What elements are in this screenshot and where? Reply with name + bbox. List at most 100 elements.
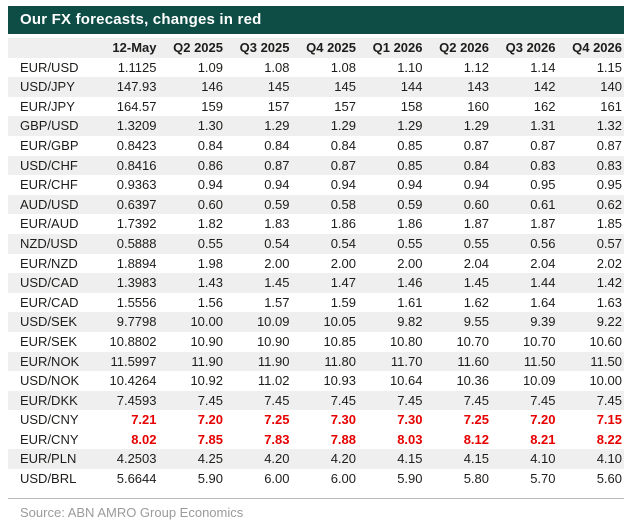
table-row: USD/CHF 0.8416 0.86 0.87 0.87 0.85 0.84 0.83 0.8…: [8, 155, 624, 176]
table-row: USD/BRL 5.6644 5.90 6.00 6.00 5.90 5.80 5.70 5.6…: [8, 469, 624, 489]
forecast-value-cell: 0.55: [463, 235, 489, 251]
column-header: Q2 2026: [439, 40, 489, 55]
forecast-value-cell: 1.3209: [116, 118, 157, 134]
forecast-value-cell: 145: [267, 79, 290, 95]
forecast-value-cell: 162: [533, 98, 556, 114]
forecast-value-cell: 1.7392: [116, 216, 157, 232]
forecast-value-cell: 143: [467, 79, 489, 95]
forecast-value-cell: 0.94: [197, 177, 223, 193]
forecast-value-cell: 7.88: [330, 431, 356, 447]
currency-pair-label: EUR/CNY: [20, 431, 79, 447]
column-header: Q4 2026: [572, 40, 622, 55]
forecast-value-cell: 7.25: [264, 412, 290, 428]
fx-forecast-panel: Our FX forecasts, changes in red 12-May Q…: [8, 6, 624, 520]
currency-pair-label: EUR/AUD: [20, 216, 79, 232]
table-row: EUR/PLN 4.2503 4.25 4.20 4.20 4.15 4.15 4.10 4.1…: [8, 449, 624, 470]
forecast-value-cell: 10.09: [256, 314, 290, 330]
forecast-value-cell: 7.30: [397, 412, 423, 428]
forecast-value-cell: 5.90: [397, 471, 423, 487]
forecast-value-cell: 1.29: [463, 118, 489, 134]
forecast-value-cell: 4.20: [330, 451, 356, 467]
table-row: USD/JPY 147.93 146 145 145 144 143 142 140: [8, 77, 624, 97]
currency-pair-label: USD/CAD: [20, 275, 79, 291]
forecast-value-cell: 10.8802: [109, 333, 157, 349]
forecast-value-cell: 7.45: [530, 392, 556, 408]
forecast-value-cell: 11.50: [590, 353, 622, 369]
forecast-value-cell: 0.83: [596, 157, 622, 173]
forecast-value-cell: 1.30: [197, 118, 223, 134]
forecast-value-cell: 7.25: [463, 412, 489, 428]
currency-pair-label: EUR/PLN: [20, 451, 77, 467]
table-row: EUR/AUD 1.7392 1.82 1.83 1.86 1.86 1.87 1.87 1.8…: [8, 214, 624, 234]
forecast-value-cell: 10.00: [190, 314, 223, 330]
table-row: EUR/CHF 0.9363 0.94 0.94 0.94 0.94 0.94 0.95 0.9…: [8, 175, 624, 195]
forecast-value-cell: 8.03: [397, 431, 423, 447]
table-row: USD/CNY 7.21 7.20 7.25 7.30 7.30 7.25 7.20 7.15: [8, 410, 624, 430]
forecast-value-cell: 0.95: [596, 177, 622, 193]
forecast-value-cell: 7.21: [131, 412, 157, 428]
forecast-value-cell: 0.87: [530, 137, 556, 153]
forecast-value-cell: 0.94: [463, 177, 489, 193]
currency-pair-label: USD/CNY: [20, 412, 79, 428]
currency-pair-label: EUR/CAD: [20, 294, 79, 310]
table-row: EUR/GBP 0.8423 0.84 0.84 0.84 0.85 0.87 0.87 0.8…: [8, 136, 624, 156]
forecast-value-cell: 10.09: [522, 373, 556, 389]
forecast-value-cell: 1.85: [596, 216, 622, 232]
forecast-value-cell: 0.87: [596, 137, 622, 153]
forecast-value-cell: 0.55: [197, 235, 223, 251]
forecast-value-cell: 1.5556: [116, 294, 157, 310]
forecast-value-cell: 0.94: [264, 177, 290, 193]
forecast-value-cell: 10.70: [456, 333, 489, 349]
table-row: EUR/DKK 7.4593 7.45 7.45 7.45 7.45 7.45 7.45 7.4…: [8, 390, 624, 411]
forecast-value-cell: 160: [467, 98, 489, 114]
forecast-value-cell: 10.64: [389, 373, 423, 389]
forecast-value-cell: 0.62: [596, 196, 622, 212]
forecast-value-cell: 0.84: [463, 157, 489, 173]
forecast-value-cell: 0.59: [264, 196, 290, 212]
forecast-value-cell: 7.45: [264, 392, 290, 408]
forecast-value-cell: 1.32: [596, 118, 622, 134]
forecast-value-cell: 10.85: [323, 333, 356, 349]
forecast-value-cell: 0.58: [330, 196, 356, 212]
forecast-value-cell: 11.70: [390, 353, 423, 369]
forecast-value-cell: 2.02: [596, 255, 622, 271]
forecast-value-cell: 7.15: [596, 412, 622, 428]
currency-pair-label: USD/BRL: [20, 471, 77, 487]
forecast-value-cell: 0.85: [397, 137, 423, 153]
forecast-value-cell: 1.56: [197, 294, 223, 310]
currency-pair-label: USD/CHF: [20, 157, 78, 173]
forecast-value-cell: 4.2503: [116, 451, 157, 467]
forecast-value-cell: 9.22: [596, 314, 622, 330]
forecast-value-cell: 10.60: [589, 333, 622, 349]
currency-pair-label: GBP/USD: [20, 118, 79, 134]
column-header: Q1 2026: [372, 40, 423, 55]
table-row: AUD/USD 0.6397 0.60 0.59 0.58 0.59 0.60 0.61 0.6…: [8, 194, 624, 215]
table-row: EUR/USD 1.1125 1.09 1.08 1.08 1.10 1.12 1.14 1.1…: [8, 58, 624, 78]
currency-pair-label: USD/NOK: [20, 373, 80, 389]
forecast-value-cell: 0.61: [530, 196, 556, 212]
forecast-value-cell: 10.90: [256, 333, 290, 349]
forecast-value-cell: 9.39: [530, 314, 556, 330]
forecast-value-cell: 146: [201, 79, 223, 95]
forecast-value-cell: 1.47: [330, 275, 356, 291]
currency-pair-label: AUD/USD: [20, 196, 79, 212]
table-row: USD/CAD 1.3983 1.43 1.45 1.47 1.46 1.45 1.44 1.4…: [8, 273, 624, 293]
forecast-value-cell: 1.46: [397, 275, 423, 291]
currency-pair-label: EUR/SEK: [20, 333, 78, 349]
fx-forecast-table: 12-May Q2 2025 Q3 2025 Q4 2025 Q1 2026 Q2 202…: [8, 38, 624, 489]
currency-pair-label: EUR/USD: [20, 59, 79, 75]
forecast-value-cell: 140: [600, 79, 622, 95]
forecast-value-cell: 1.59: [330, 294, 356, 310]
forecast-value-cell: 1.3983: [116, 275, 157, 291]
forecast-value-cell: 0.9363: [116, 177, 157, 193]
forecast-value-cell: 10.70: [522, 333, 556, 349]
currency-pair-label: EUR/GBP: [20, 137, 79, 153]
forecast-value-cell: 6.00: [330, 471, 356, 487]
forecast-value-cell: 1.45: [463, 275, 489, 291]
pair-column-header: [8, 38, 92, 58]
forecast-value-cell: 1.44: [530, 275, 556, 291]
forecast-value-cell: 8.02: [131, 431, 157, 447]
forecast-value-cell: 0.84: [330, 137, 356, 153]
currency-pair-label: USD/JPY: [20, 79, 75, 95]
forecast-value-cell: 1.10: [397, 59, 423, 75]
